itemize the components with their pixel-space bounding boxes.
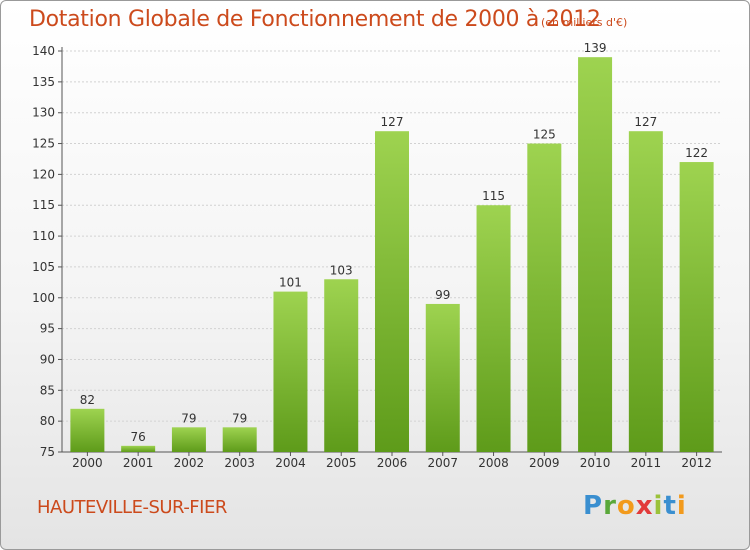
bar-2005 <box>324 279 359 452</box>
y-tick-label: 85 <box>40 383 55 397</box>
x-tick-label: 2001 <box>123 456 154 470</box>
y-tick-label: 75 <box>40 445 55 459</box>
bar-value-label: 99 <box>435 288 450 302</box>
x-tick-label: 2011 <box>631 456 662 470</box>
logo-letter: P <box>583 491 604 521</box>
proxiti-logo[interactable]: Proxiti <box>583 491 687 521</box>
bar-value-label: 82 <box>80 393 95 407</box>
logo-letter: i <box>653 491 664 521</box>
labels: 75 80 85 90 95 100 105 110 115 120 125 130 135 140 200… <box>32 41 712 470</box>
x-tick-label: 2010 <box>580 456 611 470</box>
y-tick-label: 125 <box>32 137 55 151</box>
bar-value-label: 127 <box>634 115 657 129</box>
logo-letter: t <box>663 491 677 521</box>
bar-2012 <box>679 162 714 453</box>
bar-value-label: 103 <box>330 263 353 277</box>
chart-subtitle: (en milliers d'€) <box>541 16 628 29</box>
logo-letter: o <box>616 491 636 521</box>
x-tick-label: 2002 <box>174 456 205 470</box>
x-tick-label: 2006 <box>377 456 408 470</box>
bar-2009 <box>527 143 562 453</box>
logo-letter: x <box>635 491 654 521</box>
y-tick-label: 130 <box>32 106 55 120</box>
logo-letter: r <box>603 491 617 521</box>
bar-2000 <box>70 408 105 452</box>
y-tick-label: 120 <box>32 167 55 181</box>
y-tick-label: 135 <box>32 75 55 89</box>
bar-2002 <box>171 427 206 452</box>
bar-value-label: 79 <box>181 411 196 425</box>
bar-value-label: 76 <box>131 430 146 444</box>
chart-title: Dotation Globale de Fonctionnement de 20… <box>29 7 601 32</box>
y-tick-label: 115 <box>32 198 55 212</box>
bar-value-label: 125 <box>533 128 556 142</box>
bar-2004 <box>273 291 308 452</box>
bars <box>70 57 714 453</box>
bar-value-label: 127 <box>381 115 404 129</box>
y-tick-label: 140 <box>32 44 55 58</box>
bar-value-label: 79 <box>232 411 247 425</box>
x-tick-label: 2004 <box>275 456 306 470</box>
bar-2007 <box>425 303 460 452</box>
gridlines <box>62 50 722 453</box>
bar-2010 <box>578 57 613 453</box>
bar-2001 <box>121 445 156 452</box>
x-tick-label: 2003 <box>224 456 255 470</box>
y-tick-label: 95 <box>40 322 55 336</box>
x-tick-label: 2012 <box>681 456 712 470</box>
bar-2011 <box>628 131 663 452</box>
x-tick-label: 2009 <box>529 456 560 470</box>
bar-value-label: 139 <box>584 41 607 55</box>
place-name: HAUTEVILLE-SUR-FIER <box>37 497 227 518</box>
bar-2008 <box>476 205 511 452</box>
bar-value-label: 115 <box>482 189 505 203</box>
bar-2003 <box>222 427 257 452</box>
y-tick-label: 110 <box>32 229 55 243</box>
y-tick-label: 100 <box>32 291 55 305</box>
x-tick-label: 2007 <box>427 456 458 470</box>
y-tick-label: 90 <box>40 352 55 366</box>
logo-letter: i <box>676 491 687 521</box>
y-tick-label: 80 <box>40 414 55 428</box>
bar-2006 <box>375 131 409 452</box>
y-tick-label: 105 <box>32 260 55 274</box>
x-tick-label: 2005 <box>326 456 357 470</box>
bar-value-label: 122 <box>685 146 708 160</box>
x-tick-label: 2008 <box>478 456 509 470</box>
x-tick-label: 2000 <box>72 456 103 470</box>
bar-value-label: 101 <box>279 276 302 290</box>
